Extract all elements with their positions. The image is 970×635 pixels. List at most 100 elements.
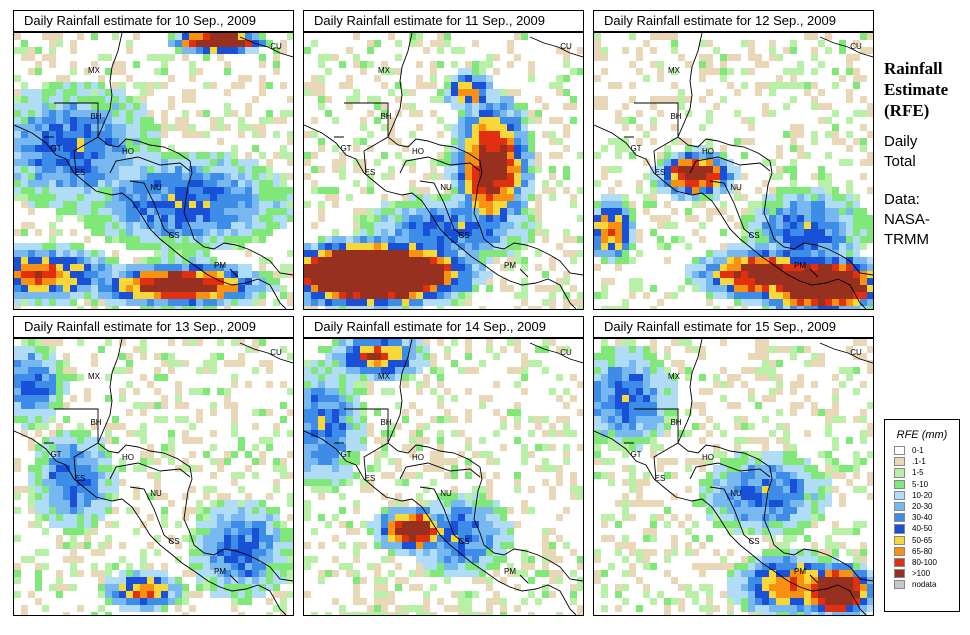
rain-cell [374, 528, 381, 535]
rain-cell [472, 110, 479, 117]
rain-cell [367, 299, 374, 306]
rain-cell [119, 131, 126, 138]
rain-cell [56, 367, 63, 374]
rain-cell [339, 299, 346, 306]
rain-cell [423, 570, 430, 577]
rain-cell [601, 367, 608, 374]
rain-cell [168, 584, 175, 591]
rain-cell [49, 47, 56, 54]
rain-cell [790, 257, 797, 264]
rain-cell [287, 528, 293, 535]
rain-cell [105, 570, 112, 577]
rain-cell [563, 507, 570, 514]
rain-cell [112, 96, 119, 103]
rain-cell [112, 493, 119, 500]
rain-cell [472, 229, 479, 236]
rain-cell [49, 299, 56, 306]
rain-cell [811, 54, 818, 61]
rain-cell [388, 306, 395, 309]
rain-cell [388, 201, 395, 208]
rain-cell [287, 542, 293, 549]
rain-cell [416, 257, 423, 264]
rain-cell [210, 299, 217, 306]
rain-cell [402, 243, 409, 250]
rain-cell [395, 257, 402, 264]
rain-cell [154, 271, 161, 278]
rain-cell [311, 437, 318, 444]
rain-cell [346, 75, 353, 82]
rain-cell [63, 458, 70, 465]
rain-cell [161, 360, 168, 367]
rain-cell [28, 54, 35, 61]
rain-cell [535, 159, 542, 166]
rain-cell [493, 89, 500, 96]
rain-cell [42, 257, 49, 264]
rain-cell [35, 346, 42, 353]
rain-cell [252, 201, 259, 208]
rain-cell [147, 243, 154, 250]
rain-cell [636, 236, 643, 243]
rain-cell [790, 138, 797, 145]
rain-cell [325, 367, 332, 374]
rain-cell [500, 103, 507, 110]
rain-cell [388, 33, 395, 40]
rain-cell [182, 117, 189, 124]
rain-cell [42, 437, 49, 444]
rain-cell [325, 292, 332, 299]
rain-cell [486, 124, 493, 131]
rain-cell [521, 229, 528, 236]
rain-cell [91, 159, 98, 166]
rain-cell [339, 285, 346, 292]
rain-cell [720, 339, 727, 346]
rain-cell [839, 229, 846, 236]
rain-cell [860, 138, 867, 145]
rain-cell [622, 208, 629, 215]
rain-cell [238, 514, 245, 521]
rain-cell [762, 208, 769, 215]
rain-cell [388, 514, 395, 521]
rain-cell [671, 82, 678, 89]
rain-cell [28, 479, 35, 486]
rain-cell [486, 500, 493, 507]
rain-cell [280, 180, 287, 187]
rain-cell [783, 257, 790, 264]
rain-cell [381, 82, 388, 89]
rain-cell [259, 437, 266, 444]
rain-cell [643, 194, 650, 201]
rain-cell [21, 612, 28, 615]
rain-cell [332, 388, 339, 395]
rain-cell [381, 535, 388, 542]
rain-cell [650, 388, 657, 395]
rain-cell [500, 222, 507, 229]
rain-cell [409, 437, 416, 444]
rain-cell [56, 402, 63, 409]
rain-cell [318, 444, 325, 451]
rain-cell [678, 236, 685, 243]
rain-cell [140, 159, 147, 166]
rain-cell [224, 236, 231, 243]
rain-cell [56, 229, 63, 236]
rain-cell [147, 159, 154, 166]
rain-cell [657, 166, 664, 173]
rain-cell [196, 299, 203, 306]
rain-cell [853, 416, 860, 423]
rain-cell [615, 360, 622, 367]
rain-cell [35, 416, 42, 423]
rain-cell [56, 507, 63, 514]
rain-cell [112, 215, 119, 222]
rain-cell [105, 292, 112, 299]
rain-cell [615, 208, 622, 215]
rain-cell [231, 528, 238, 535]
rain-cell [105, 173, 112, 180]
rain-cell [734, 292, 741, 299]
rain-cell [224, 229, 231, 236]
rain-cell [70, 458, 77, 465]
rain-cell [514, 486, 521, 493]
rain-cell [409, 250, 416, 257]
rain-cell [196, 215, 203, 222]
rain-cell [56, 423, 63, 430]
rain-cell [769, 54, 776, 61]
rain-cell [734, 299, 741, 306]
rain-cell [846, 222, 853, 229]
rain-cell [119, 299, 126, 306]
